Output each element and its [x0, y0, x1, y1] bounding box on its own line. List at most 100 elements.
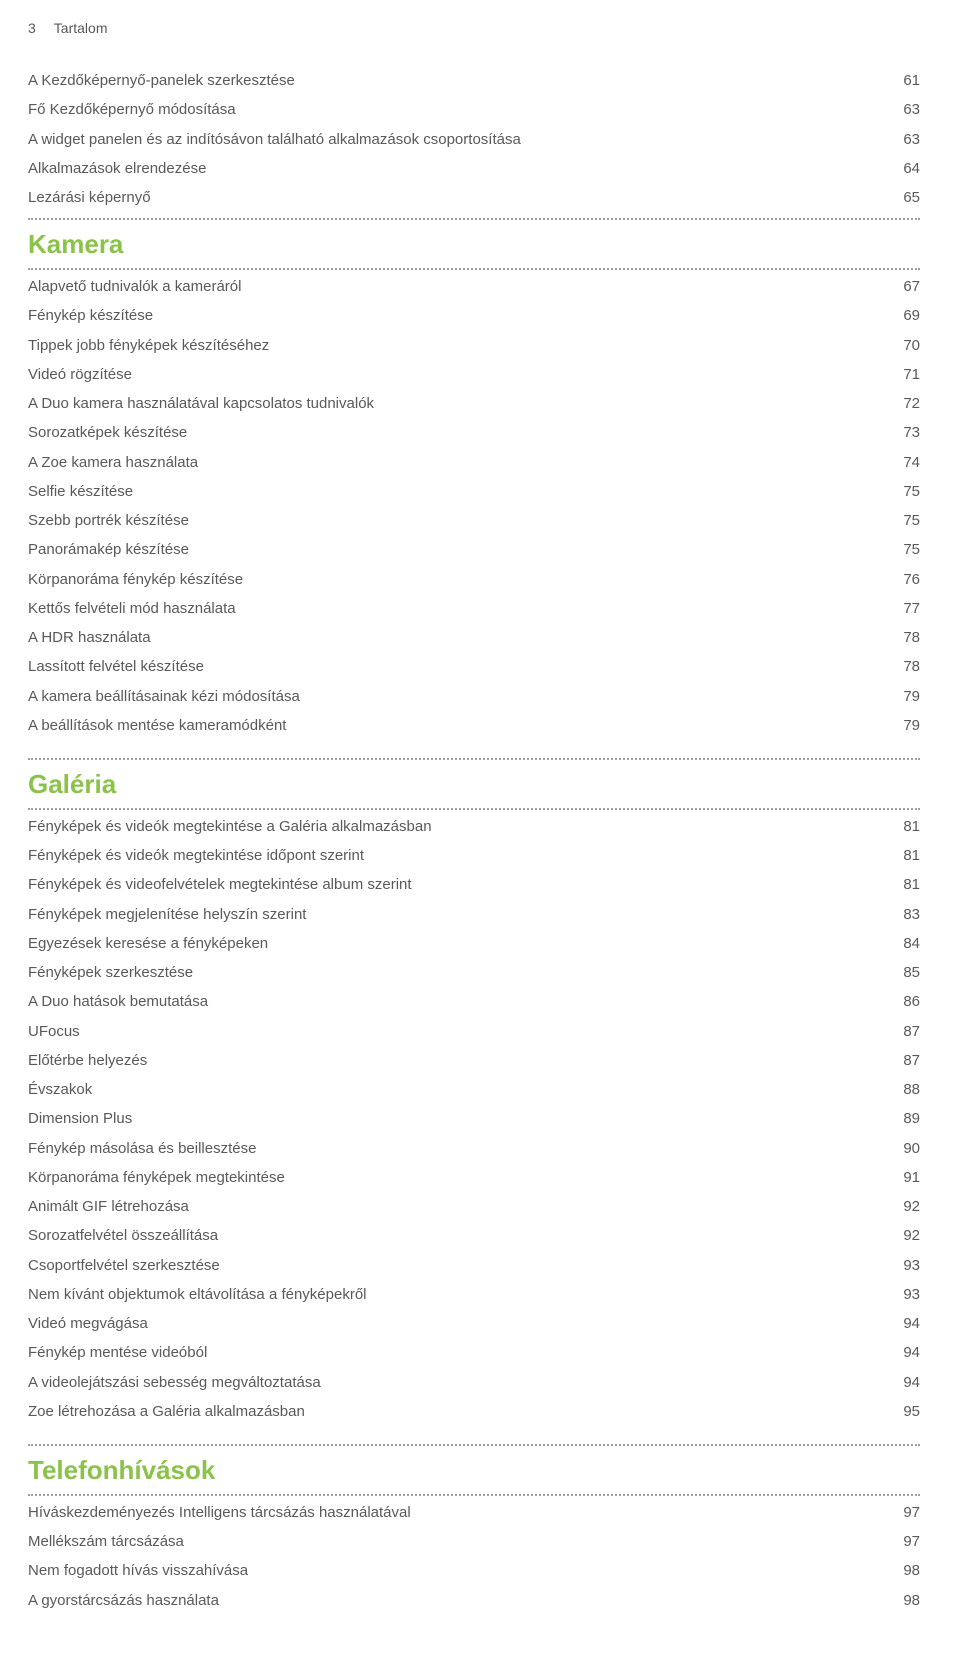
- toc-label: Sorozatképek készítése: [28, 418, 187, 447]
- toc-row[interactable]: A beállítások mentése kameramódként79: [28, 711, 920, 740]
- toc-label: Fénykép készítése: [28, 301, 153, 330]
- toc-page: 72: [903, 389, 920, 418]
- toc-page: 65: [903, 183, 920, 212]
- toc-row[interactable]: Fényképek és videofelvételek megtekintés…: [28, 870, 920, 899]
- toc-page: 84: [903, 929, 920, 958]
- toc-label: A HDR használata: [28, 623, 151, 652]
- toc-page: 94: [903, 1338, 920, 1367]
- toc-label: Fénykép mentése videóból: [28, 1338, 207, 1367]
- toc-label: Videó rögzítése: [28, 360, 132, 389]
- toc-label: Előtérbe helyezés: [28, 1046, 147, 1075]
- toc-page: 92: [903, 1221, 920, 1250]
- toc-row[interactable]: Panorámakép készítése75: [28, 535, 920, 564]
- toc-page: 97: [903, 1527, 920, 1556]
- toc-row[interactable]: Fő Kezdőképernyő módosítása63: [28, 95, 920, 124]
- toc-page: 97: [903, 1498, 920, 1527]
- toc-page: 90: [903, 1134, 920, 1163]
- toc-page: 98: [903, 1556, 920, 1585]
- toc-row[interactable]: Animált GIF létrehozása 92: [28, 1192, 920, 1221]
- toc-label: Kettős felvételi mód használata: [28, 594, 236, 623]
- toc-label: Körpanoráma fényképek megtekintése: [28, 1163, 285, 1192]
- toc-row[interactable]: Fényképek megjelenítése helyszín szerint…: [28, 900, 920, 929]
- toc-row[interactable]: Fényképek szerkesztése85: [28, 958, 920, 987]
- toc-label: UFocus: [28, 1017, 80, 1046]
- toc-row[interactable]: A Zoe kamera használata74: [28, 448, 920, 477]
- toc-row[interactable]: Szebb portrék készítése75: [28, 506, 920, 535]
- toc-row[interactable]: Tippek jobb fényképek készítéséhez70: [28, 331, 920, 360]
- toc-row[interactable]: Alapvető tudnivalók a kameráról67: [28, 272, 920, 301]
- toc-row[interactable]: A videolejátszási sebesség megváltoztatá…: [28, 1368, 920, 1397]
- toc-row[interactable]: A widget panelen és az indítósávon talál…: [28, 125, 920, 154]
- sections-container: KameraAlapvető tudnivalók a kameráról67F…: [28, 218, 920, 1615]
- toc-row[interactable]: Kettős felvételi mód használata77: [28, 594, 920, 623]
- toc-page: 92: [903, 1192, 920, 1221]
- toc-row[interactable]: Lezárási képernyő 65: [28, 183, 920, 212]
- toc-row[interactable]: Nem fogadott hívás visszahívása 98: [28, 1556, 920, 1585]
- toc-label: Egyezések keresése a fényképeken: [28, 929, 268, 958]
- toc-label: Fényképek és videók megtekintése a Galér…: [28, 812, 432, 841]
- toc-row[interactable]: Egyezések keresése a fényképeken 84: [28, 929, 920, 958]
- toc-page: 63: [903, 125, 920, 154]
- toc-page: 79: [903, 711, 920, 740]
- toc-row[interactable]: A Duo kamera használatával kapcsolatos t…: [28, 389, 920, 418]
- toc-row[interactable]: Fényképek és videók megtekintése a Galér…: [28, 812, 920, 841]
- toc-label: Körpanoráma fénykép készítése: [28, 565, 243, 594]
- toc-row[interactable]: A kamera beállításainak kézi módosítása7…: [28, 682, 920, 711]
- toc-page: 73: [903, 418, 920, 447]
- toc-row[interactable]: Fénykép mentése videóból 94: [28, 1338, 920, 1367]
- toc-row[interactable]: Előtérbe helyezés87: [28, 1046, 920, 1075]
- toc-row[interactable]: A HDR használata 78: [28, 623, 920, 652]
- toc-row[interactable]: Körpanoráma fényképek megtekintése91: [28, 1163, 920, 1192]
- toc-page: 75: [903, 477, 920, 506]
- toc-row[interactable]: Híváskezdeményezés Intelligens tárcsázás…: [28, 1498, 920, 1527]
- toc-page: 89: [903, 1104, 920, 1133]
- toc-page: 78: [903, 623, 920, 652]
- toc-row[interactable]: Videó rögzítése71: [28, 360, 920, 389]
- toc-label: A Zoe kamera használata: [28, 448, 198, 477]
- toc-label: A kamera beállításainak kézi módosítása: [28, 682, 300, 711]
- toc-row[interactable]: Nem kívánt objektumok eltávolítása a fén…: [28, 1280, 920, 1309]
- toc-row[interactable]: Alkalmazások elrendezése64: [28, 154, 920, 183]
- toc-row[interactable]: Lassított felvétel készítése78: [28, 652, 920, 681]
- toc-row[interactable]: Mellékszám tárcsázása 97: [28, 1527, 920, 1556]
- top-items-container: A Kezdőképernyő-panelek szerkesztése61Fő…: [28, 66, 920, 212]
- toc-page: 63: [903, 95, 920, 124]
- toc-page: 87: [903, 1017, 920, 1046]
- toc-row[interactable]: Évszakok 88: [28, 1075, 920, 1104]
- toc-label: A Duo hatások bemutatása: [28, 987, 208, 1016]
- toc-row[interactable]: A Duo hatások bemutatása86: [28, 987, 920, 1016]
- toc-row[interactable]: Csoportfelvétel szerkesztése93: [28, 1251, 920, 1280]
- toc-row[interactable]: Fénykép másolása és beillesztése 90: [28, 1134, 920, 1163]
- toc-label: Nem fogadott hívás visszahívása: [28, 1556, 248, 1585]
- toc-row[interactable]: Selfie készítése75: [28, 477, 920, 506]
- toc-page: 94: [903, 1368, 920, 1397]
- toc-label: Lezárási képernyő: [28, 183, 151, 212]
- toc-row[interactable]: Sorozatképek készítése 73: [28, 418, 920, 447]
- toc-label: A videolejátszási sebesség megváltoztatá…: [28, 1368, 321, 1397]
- toc-row[interactable]: Körpanoráma fénykép készítése 76: [28, 565, 920, 594]
- toc-page: 75: [903, 506, 920, 535]
- toc-label: Mellékszám tárcsázása: [28, 1527, 184, 1556]
- toc-page: 88: [903, 1075, 920, 1104]
- toc-section: Telefonhívások Híváskezdeményezés Intelli…: [28, 1444, 920, 1615]
- toc-row[interactable]: A Kezdőképernyő-panelek szerkesztése61: [28, 66, 920, 95]
- toc-page: 93: [903, 1251, 920, 1280]
- toc-label: Évszakok: [28, 1075, 92, 1104]
- toc-row[interactable]: Sorozatfelvétel összeállítása92: [28, 1221, 920, 1250]
- toc-label: Animált GIF létrehozása: [28, 1192, 189, 1221]
- toc-row[interactable]: Dimension Plus 89: [28, 1104, 920, 1133]
- toc-row[interactable]: Fénykép készítése69: [28, 301, 920, 330]
- toc-page: 81: [903, 812, 920, 841]
- toc-row[interactable]: UFocus 87: [28, 1017, 920, 1046]
- toc-row[interactable]: Videó megvágása94: [28, 1309, 920, 1338]
- toc-row[interactable]: Zoe létrehozása a Galéria alkalmazásban9…: [28, 1397, 920, 1426]
- toc-page: 83: [903, 900, 920, 929]
- toc-label: A Kezdőképernyő-panelek szerkesztése: [28, 66, 295, 95]
- toc-label: Fényképek megjelenítése helyszín szerint: [28, 900, 306, 929]
- section-title: Telefonhívások: [28, 1454, 920, 1488]
- toc-label: Dimension Plus: [28, 1104, 132, 1133]
- toc-label: Fénykép másolása és beillesztése: [28, 1134, 256, 1163]
- toc-row[interactable]: A gyorstárcsázás használata98: [28, 1586, 920, 1615]
- toc-page: 76: [903, 565, 920, 594]
- toc-row[interactable]: Fényképek és videók megtekintése időpont…: [28, 841, 920, 870]
